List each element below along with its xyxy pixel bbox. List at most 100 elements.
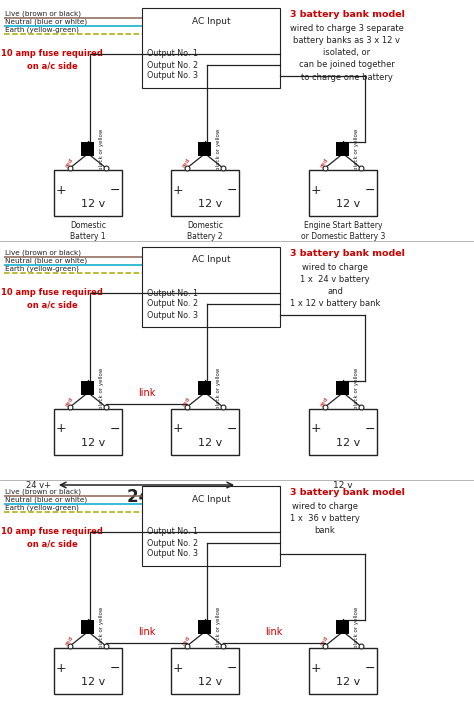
- Text: red: red: [181, 157, 191, 168]
- Text: −: −: [365, 422, 375, 435]
- Text: link: link: [138, 388, 155, 398]
- Text: Earth (yellow-green): Earth (yellow-green): [5, 265, 79, 272]
- Text: Live (brown or black): Live (brown or black): [5, 488, 81, 495]
- Text: −: −: [110, 662, 120, 675]
- Bar: [309, 409, 377, 455]
- Text: Output No. 3: Output No. 3: [147, 310, 198, 320]
- Bar: [142, 247, 280, 327]
- Bar: [142, 8, 280, 88]
- Bar: [82, 620, 94, 634]
- Text: black or yellow: black or yellow: [99, 367, 104, 409]
- Text: 10 amp fuse required
on a/c side: 10 amp fuse required on a/c side: [1, 288, 103, 310]
- Bar: [171, 170, 239, 216]
- Text: Neutral (blue or white): Neutral (blue or white): [5, 257, 87, 264]
- Text: Engine Start Battery
or Domestic Battery 3: Engine Start Battery or Domestic Battery…: [301, 221, 385, 241]
- Text: +: +: [55, 422, 66, 435]
- Text: +: +: [173, 184, 183, 196]
- Text: Output No. 1: Output No. 1: [147, 49, 198, 59]
- Text: 12 v: 12 v: [81, 438, 105, 448]
- Text: red: red: [181, 635, 191, 646]
- Text: +: +: [55, 184, 66, 196]
- Text: Domestic
Battery 1: Domestic Battery 1: [70, 221, 106, 241]
- Text: Output No. 2: Output No. 2: [147, 538, 198, 548]
- Text: Output No. 3: Output No. 3: [147, 72, 198, 80]
- Text: Domestic
Battery 2: Domestic Battery 2: [187, 221, 223, 241]
- Text: AC Input: AC Input: [191, 495, 230, 503]
- Text: −: −: [110, 184, 120, 196]
- Text: Output No. 3: Output No. 3: [147, 549, 198, 559]
- Text: −: −: [227, 422, 237, 435]
- Bar: [199, 381, 211, 395]
- Text: Live (brown or black): Live (brown or black): [5, 250, 81, 256]
- Text: Live (brown or black): Live (brown or black): [5, 11, 81, 17]
- Text: −: −: [365, 184, 375, 196]
- Bar: [337, 381, 349, 395]
- Text: 3 battery bank model: 3 battery bank model: [290, 10, 405, 19]
- Text: AC Input: AC Input: [191, 255, 230, 265]
- Bar: [82, 142, 94, 156]
- Text: −: −: [365, 662, 375, 675]
- Text: black or yellow: black or yellow: [216, 128, 221, 170]
- Text: +: +: [55, 662, 66, 675]
- Text: −: −: [227, 184, 237, 196]
- Text: black or yellow: black or yellow: [354, 607, 359, 647]
- Text: Output No. 2: Output No. 2: [147, 300, 198, 308]
- Bar: [142, 486, 280, 566]
- Text: 12 v: 12 v: [336, 199, 360, 209]
- Text: red: red: [319, 396, 329, 407]
- Text: 3 battery bank model: 3 battery bank model: [290, 249, 405, 258]
- Text: link: link: [265, 627, 283, 637]
- Text: +: +: [310, 184, 321, 196]
- Bar: [171, 409, 239, 455]
- Bar: [199, 142, 211, 156]
- Text: 3 battery bank model: 3 battery bank model: [290, 488, 405, 497]
- Text: black or yellow: black or yellow: [216, 607, 221, 647]
- Text: 12 v: 12 v: [81, 199, 105, 209]
- Text: Earth (yellow-green): Earth (yellow-green): [5, 27, 79, 33]
- Text: black or yellow: black or yellow: [354, 128, 359, 170]
- Text: Neutral (blue or white): Neutral (blue or white): [5, 19, 87, 25]
- Bar: [54, 648, 122, 694]
- Text: red: red: [319, 635, 329, 646]
- Text: red: red: [64, 396, 74, 407]
- Text: +: +: [173, 422, 183, 435]
- Text: red: red: [64, 157, 74, 168]
- Bar: [54, 170, 122, 216]
- Text: wired to charge 3 separate
battery banks as 3 x 12 v
isolated, or
can be joined : wired to charge 3 separate battery banks…: [290, 24, 404, 82]
- Text: +: +: [310, 422, 321, 435]
- Text: wired to charge
1 x  24 v battery
and
1 x 12 v battery bank: wired to charge 1 x 24 v battery and 1 x…: [290, 263, 380, 308]
- Text: 12 v: 12 v: [336, 438, 360, 448]
- Bar: [199, 620, 211, 634]
- Text: 12 v: 12 v: [333, 480, 353, 490]
- Text: black or yellow: black or yellow: [99, 607, 104, 647]
- Text: 12 v: 12 v: [198, 199, 222, 209]
- Text: black or yellow: black or yellow: [216, 367, 221, 409]
- Text: red: red: [319, 157, 329, 168]
- Text: −: −: [110, 422, 120, 435]
- Text: Neutral (blue or white): Neutral (blue or white): [5, 496, 87, 503]
- Text: black or yellow: black or yellow: [354, 367, 359, 409]
- Text: red: red: [64, 635, 74, 646]
- Text: 10 amp fuse required
on a/c side: 10 amp fuse required on a/c side: [1, 527, 103, 549]
- Text: 24 v+: 24 v+: [26, 480, 51, 490]
- Text: Earth (yellow-green): Earth (yellow-green): [5, 505, 79, 511]
- Bar: [82, 381, 94, 395]
- Text: −: −: [227, 662, 237, 675]
- Text: black or yellow: black or yellow: [99, 128, 104, 170]
- Text: 10 amp fuse required
on a/c side: 10 amp fuse required on a/c side: [1, 49, 103, 71]
- Bar: [54, 409, 122, 455]
- Text: 24 v: 24 v: [127, 488, 166, 506]
- Text: link: link: [138, 627, 155, 637]
- Text: +: +: [173, 662, 183, 675]
- Text: 12 v: 12 v: [81, 677, 105, 687]
- Text: red: red: [181, 396, 191, 407]
- Bar: [337, 142, 349, 156]
- Text: 12 v: 12 v: [198, 677, 222, 687]
- Text: Output No. 1: Output No. 1: [147, 528, 198, 536]
- Text: wired to charge
1 x  36 v battery
bank: wired to charge 1 x 36 v battery bank: [290, 502, 360, 536]
- Text: 12 v: 12 v: [336, 677, 360, 687]
- Bar: [309, 648, 377, 694]
- Bar: [171, 648, 239, 694]
- Text: +: +: [310, 662, 321, 675]
- Text: 12 v: 12 v: [198, 438, 222, 448]
